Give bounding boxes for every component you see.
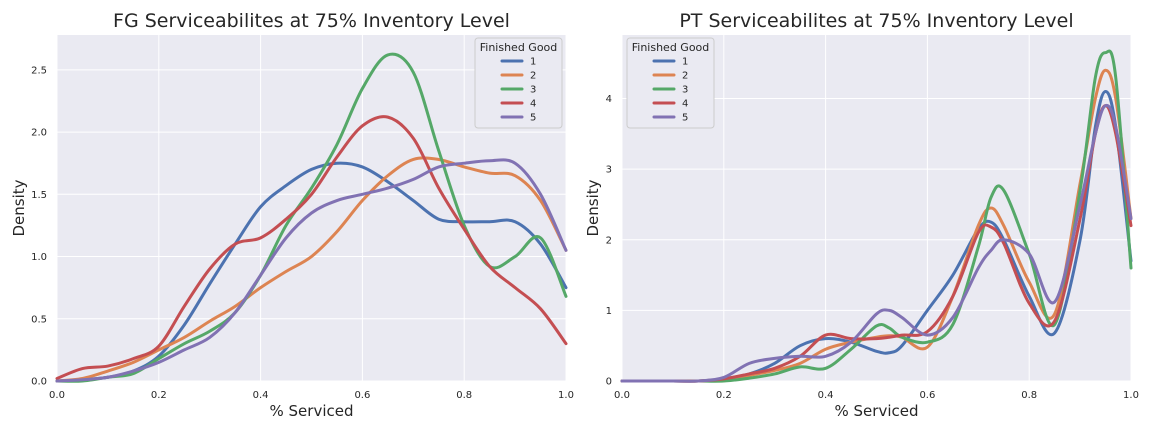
pt-legend-label-2: 2 bbox=[682, 71, 688, 82]
fg-y-tick-label: 2.0 bbox=[31, 128, 47, 139]
fg-legend-entries: 1 2 3 4 5 bbox=[500, 57, 536, 124]
fg-x-axis-label: % Serviced bbox=[270, 402, 354, 420]
pt-legend-title: Finished Good bbox=[632, 41, 710, 54]
pt-y-tick-label: 1 bbox=[606, 306, 612, 317]
pt-legend-label-4: 4 bbox=[682, 99, 688, 110]
fg-legend-title: Finished Good bbox=[480, 41, 558, 54]
pt-x-tick-label: 0.6 bbox=[919, 390, 935, 401]
pt-legend-entries: 1 2 3 4 5 bbox=[652, 57, 688, 124]
pt-curve-series-4 bbox=[620, 104, 1133, 383]
fg-curve-series-2 bbox=[55, 156, 568, 383]
fg-y-tick-label: 0.0 bbox=[31, 377, 47, 388]
pt-y-tick-label: 4 bbox=[606, 94, 612, 105]
fg-x-tick-label: 0.2 bbox=[151, 390, 167, 401]
pt-x-tick-label: 0.2 bbox=[716, 390, 732, 401]
fg-legend-box bbox=[474, 37, 563, 129]
pt-x-tick-label: 0.8 bbox=[1021, 390, 1037, 401]
pt-curves bbox=[620, 49, 1133, 383]
pt-legend-label-5: 5 bbox=[682, 113, 688, 124]
pt-tick-labels: 0.0 0.2 0.4 0.6 0.8 1.0 0 1 2 3 4 bbox=[606, 94, 1139, 401]
fg-y-tick-label: 1.5 bbox=[31, 190, 47, 201]
fg-legend-label-3: 3 bbox=[530, 85, 536, 96]
fg-x-tick-label: 1.0 bbox=[558, 390, 574, 401]
pt-y-tick-label: 2 bbox=[606, 235, 612, 246]
fg-x-tick-label: 0.6 bbox=[354, 390, 370, 401]
pt-legend-label-1: 1 bbox=[682, 57, 688, 68]
pt-y-tick-label: 3 bbox=[606, 165, 612, 176]
pt-legend: Finished Good 1 2 3 4 5 bbox=[626, 37, 715, 129]
pt-curve-series-5 bbox=[620, 103, 1133, 383]
fg-legend-label-4: 4 bbox=[530, 99, 536, 110]
fg-chart-panel: 0.0 0.2 0.4 0.6 0.8 1.0 0.0 0.5 1.0 1.5 2.0 2.5 FG … bbox=[10, 10, 574, 420]
fg-legend: Finished Good 1 2 3 4 5 bbox=[474, 37, 563, 129]
fg-x-tick-label: 0.4 bbox=[253, 390, 269, 401]
pt-x-tick-label: 0.0 bbox=[614, 390, 630, 401]
fg-legend-label-5: 5 bbox=[530, 113, 536, 124]
pt-y-axis-label: Density bbox=[584, 179, 602, 236]
fg-y-tick-label: 0.5 bbox=[31, 314, 47, 325]
pt-x-axis-label: % Serviced bbox=[835, 402, 919, 420]
pt-chart-panel: 0.0 0.2 0.4 0.6 0.8 1.0 0 1 2 3 4 PT Serviceabilit… bbox=[584, 10, 1139, 420]
fg-y-tick-label: 2.5 bbox=[31, 65, 47, 76]
fg-curve-series-4 bbox=[55, 115, 568, 381]
fg-tick-labels: 0.0 0.2 0.4 0.6 0.8 1.0 0.0 0.5 1.0 1.5 2.0 2.5 bbox=[31, 65, 574, 401]
fg-legend-label-1: 1 bbox=[530, 57, 536, 68]
fg-chart-title: FG Serviceabilites at 75% Inventory Leve… bbox=[113, 10, 510, 32]
pt-curve-series-3 bbox=[620, 49, 1133, 383]
pt-x-tick-label: 0.4 bbox=[818, 390, 834, 401]
pt-x-tick-label: 1.0 bbox=[1123, 390, 1139, 401]
fg-x-tick-label: 0.8 bbox=[456, 390, 472, 401]
fg-x-tick-label: 0.0 bbox=[49, 390, 65, 401]
fg-curve-series-5 bbox=[55, 158, 568, 383]
fg-y-axis-label: Density bbox=[10, 179, 28, 236]
pt-legend-box bbox=[626, 37, 715, 129]
pt-legend-label-3: 3 bbox=[682, 85, 688, 96]
pt-chart-title: PT Serviceabilites at 75% Inventory Leve… bbox=[679, 10, 1073, 32]
fg-y-tick-label: 1.0 bbox=[31, 252, 47, 263]
fg-legend-label-2: 2 bbox=[530, 71, 536, 82]
pt-y-tick-label: 0 bbox=[606, 377, 612, 388]
fg-curves bbox=[55, 52, 568, 383]
